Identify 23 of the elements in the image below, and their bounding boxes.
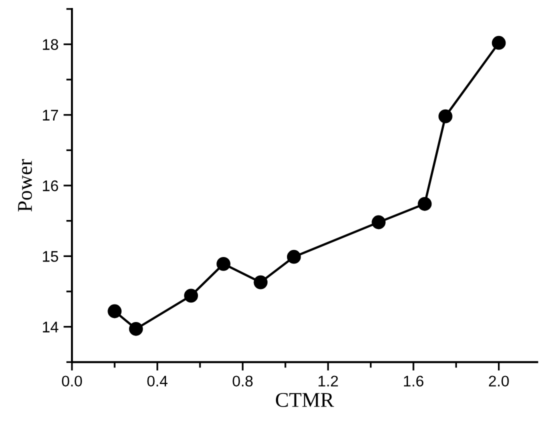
- point: [492, 36, 506, 50]
- point: [108, 304, 122, 318]
- x-tick-label: 2.0: [488, 376, 509, 387]
- point: [418, 196, 432, 211]
- x-tick-label: 1.6: [404, 376, 424, 387]
- x-tick-label: 0.0: [62, 376, 82, 387]
- y-tick-label: 17: [42, 110, 58, 120]
- y-axis-title: Power: [18, 159, 32, 212]
- point: [216, 256, 230, 271]
- x-tick-label: 0.8: [232, 376, 253, 387]
- point: [438, 109, 452, 124]
- x-axis-title: CTMR: [276, 392, 334, 407]
- y-tick-label: 14: [42, 322, 58, 332]
- point: [254, 275, 268, 290]
- x-tick-label: 1.2: [318, 376, 338, 386]
- y-tick-label: 18: [42, 39, 58, 50]
- point: [286, 250, 301, 264]
- y-tick-label: 16: [42, 180, 58, 192]
- x-tick-label: 0.4: [147, 376, 168, 387]
- point: [184, 288, 198, 303]
- point: [129, 322, 143, 336]
- y-tick-label: 15: [42, 251, 58, 262]
- point: [372, 215, 386, 230]
